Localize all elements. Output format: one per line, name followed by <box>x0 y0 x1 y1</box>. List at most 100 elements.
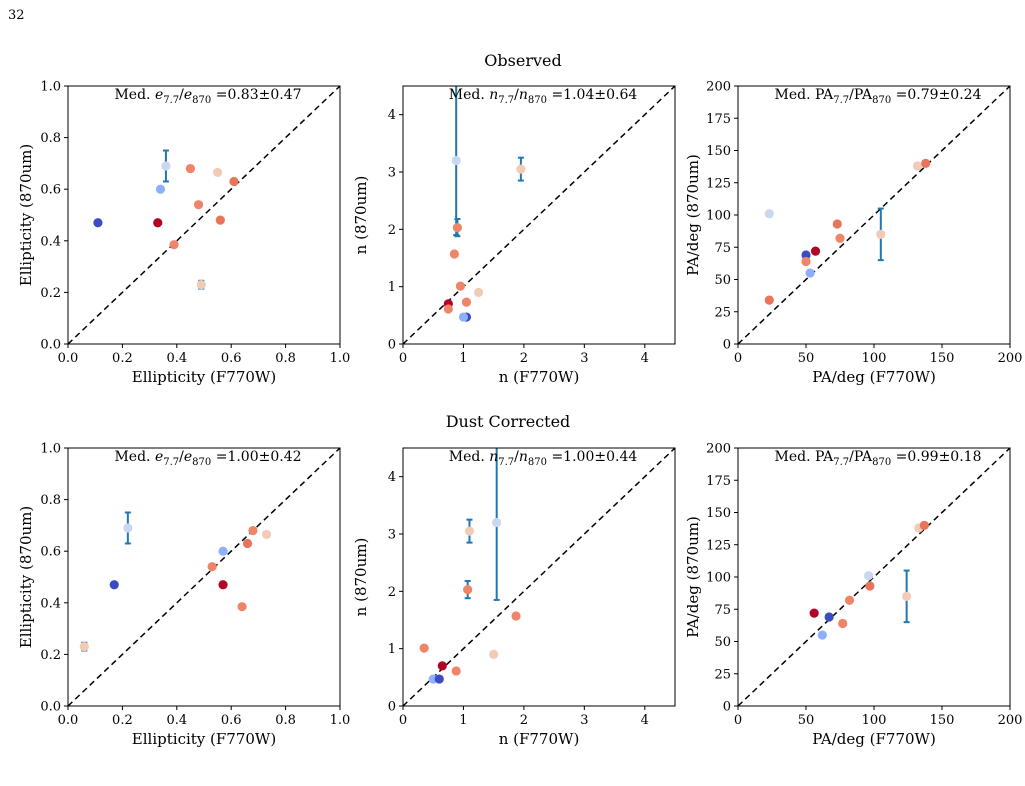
data-point <box>492 517 502 528</box>
data-point <box>461 297 472 307</box>
y-tick-label: 0 <box>723 700 731 715</box>
annotation-value: =0.83±0.47 <box>211 87 301 103</box>
x-axis-label: PA/deg (F770W) <box>812 368 936 386</box>
x-tick-label: 0.2 <box>112 351 133 366</box>
x-tick-label: 2 <box>520 351 528 366</box>
data-point <box>261 529 272 540</box>
data-point <box>844 595 855 605</box>
data-point <box>215 215 225 225</box>
y-tick-label: 75 <box>714 603 731 618</box>
y-axis-label: Ellipticity (870um) <box>17 144 35 286</box>
data-points <box>809 520 929 640</box>
annotation-slash: / <box>849 449 854 465</box>
y-tick-label: 200 <box>706 442 731 457</box>
one-to-one-line <box>403 448 675 706</box>
annotation-prefix: Med. <box>449 87 489 103</box>
data-point <box>207 562 217 572</box>
data-point <box>79 642 89 652</box>
y-tick-label: 0 <box>723 338 731 353</box>
y-tick-label: 100 <box>706 209 731 224</box>
y-tick-label: 0.8 <box>40 131 61 146</box>
data-point <box>452 223 462 233</box>
annotation-denominator: n <box>519 87 528 103</box>
y-tick-label: 1 <box>388 280 396 295</box>
data-point <box>832 219 842 229</box>
axes-frame <box>402 447 676 707</box>
median-annotation: Med. PA7.7/PA870 =0.79±0.24 <box>775 87 982 106</box>
y-tick-label: 50 <box>714 635 731 650</box>
data-point <box>229 176 239 187</box>
axes-frame <box>402 85 676 345</box>
data-point <box>451 155 461 166</box>
data-point <box>196 280 206 290</box>
x-tick-label: 200 <box>998 351 1023 366</box>
x-tick-label: 1.0 <box>330 713 351 728</box>
y-tick-label: 1 <box>388 642 396 657</box>
x-axis-label: Ellipticity (F770W) <box>132 730 276 748</box>
y-tick-label: 125 <box>706 538 731 553</box>
y-tick-label: 0.0 <box>40 700 61 715</box>
annotation-value: =0.99±0.18 <box>891 449 981 465</box>
data-point <box>248 525 258 536</box>
data-point <box>912 161 923 171</box>
x-tick-label: 100 <box>862 713 887 728</box>
data-point <box>801 256 811 267</box>
x-tick-label: 0 <box>734 351 742 366</box>
panel-obs-pa: 0 50 100 150 200 0 25 50 75 100 125 150 175 200 PA/deg… <box>684 80 1022 387</box>
data-point <box>237 602 247 612</box>
annotation-numerator-sub: 7.7 <box>163 95 179 106</box>
y-tick-label: 3 <box>388 166 396 181</box>
data-point <box>161 161 171 171</box>
annotation-numerator: n <box>489 449 498 465</box>
annotation-denominator-sub: 870 <box>528 95 547 106</box>
median-annotation: Med. n7.7/n870 =1.04±0.64 <box>449 87 638 106</box>
data-point <box>218 546 228 556</box>
annotation-denominator-sub: 870 <box>872 457 891 468</box>
x-tick-label: 1 <box>459 351 467 366</box>
data-point <box>863 571 874 581</box>
y-tick-label: 0.4 <box>40 234 61 249</box>
x-tick-label: 50 <box>798 713 815 728</box>
data-point <box>218 580 228 590</box>
y-tick-label: 4 <box>388 108 396 123</box>
data-point <box>463 585 473 595</box>
panel-obs-ellipticity: 0.0 0.2 0.4 0.6 0.8 1.0 0.0 0.2 0.4 0.6 0.8 1.0 Elli… <box>17 80 350 387</box>
row-title-observed: Observed <box>484 51 561 70</box>
axes-frame <box>67 85 341 345</box>
y-tick-label: 100 <box>706 571 731 586</box>
x-tick-label: 0.6 <box>221 351 242 366</box>
annotation-prefix: Med. <box>775 449 815 465</box>
data-point <box>838 618 848 629</box>
data-point <box>473 287 484 297</box>
y-axis-label: PA/deg (870um) <box>684 516 702 638</box>
x-tick-label: 0 <box>399 713 407 728</box>
data-point <box>193 200 204 210</box>
annotation-denominator-sub: 870 <box>528 457 547 468</box>
annotation-numerator-sub: 7.7 <box>163 457 179 468</box>
panel-dc-ellipticity: 0.0 0.2 0.4 0.6 0.8 1.0 0.0 0.2 0.4 0.6 0.8 1.0 Elli… <box>17 442 350 749</box>
data-point <box>902 591 912 601</box>
y-tick-label: 1.0 <box>40 80 61 95</box>
median-annotation: Med. e7.7/e870 =1.00±0.42 <box>114 449 301 468</box>
data-point <box>810 246 821 256</box>
annotation-slash: / <box>849 87 854 103</box>
annotation-denominator: e <box>184 449 192 465</box>
y-tick-label: 25 <box>714 305 731 320</box>
data-point <box>516 164 526 174</box>
data-point <box>109 580 119 590</box>
x-tick-label: 0 <box>734 713 742 728</box>
x-tick-label: 0.8 <box>275 351 296 366</box>
annotation-value: =0.79±0.24 <box>891 87 981 103</box>
x-tick-label: 0.2 <box>112 713 133 728</box>
y-tick-label: 0 <box>388 700 396 715</box>
y-tick-label: 200 <box>706 80 731 95</box>
x-tick-label: 2 <box>520 713 528 728</box>
x-axis-label: n (F770W) <box>499 368 580 386</box>
y-tick-label: 75 <box>714 241 731 256</box>
y-tick-label: 0 <box>388 338 396 353</box>
x-tick-label: 200 <box>998 713 1023 728</box>
y-tick-label: 0.0 <box>40 338 61 353</box>
y-tick-label: 150 <box>706 506 731 521</box>
